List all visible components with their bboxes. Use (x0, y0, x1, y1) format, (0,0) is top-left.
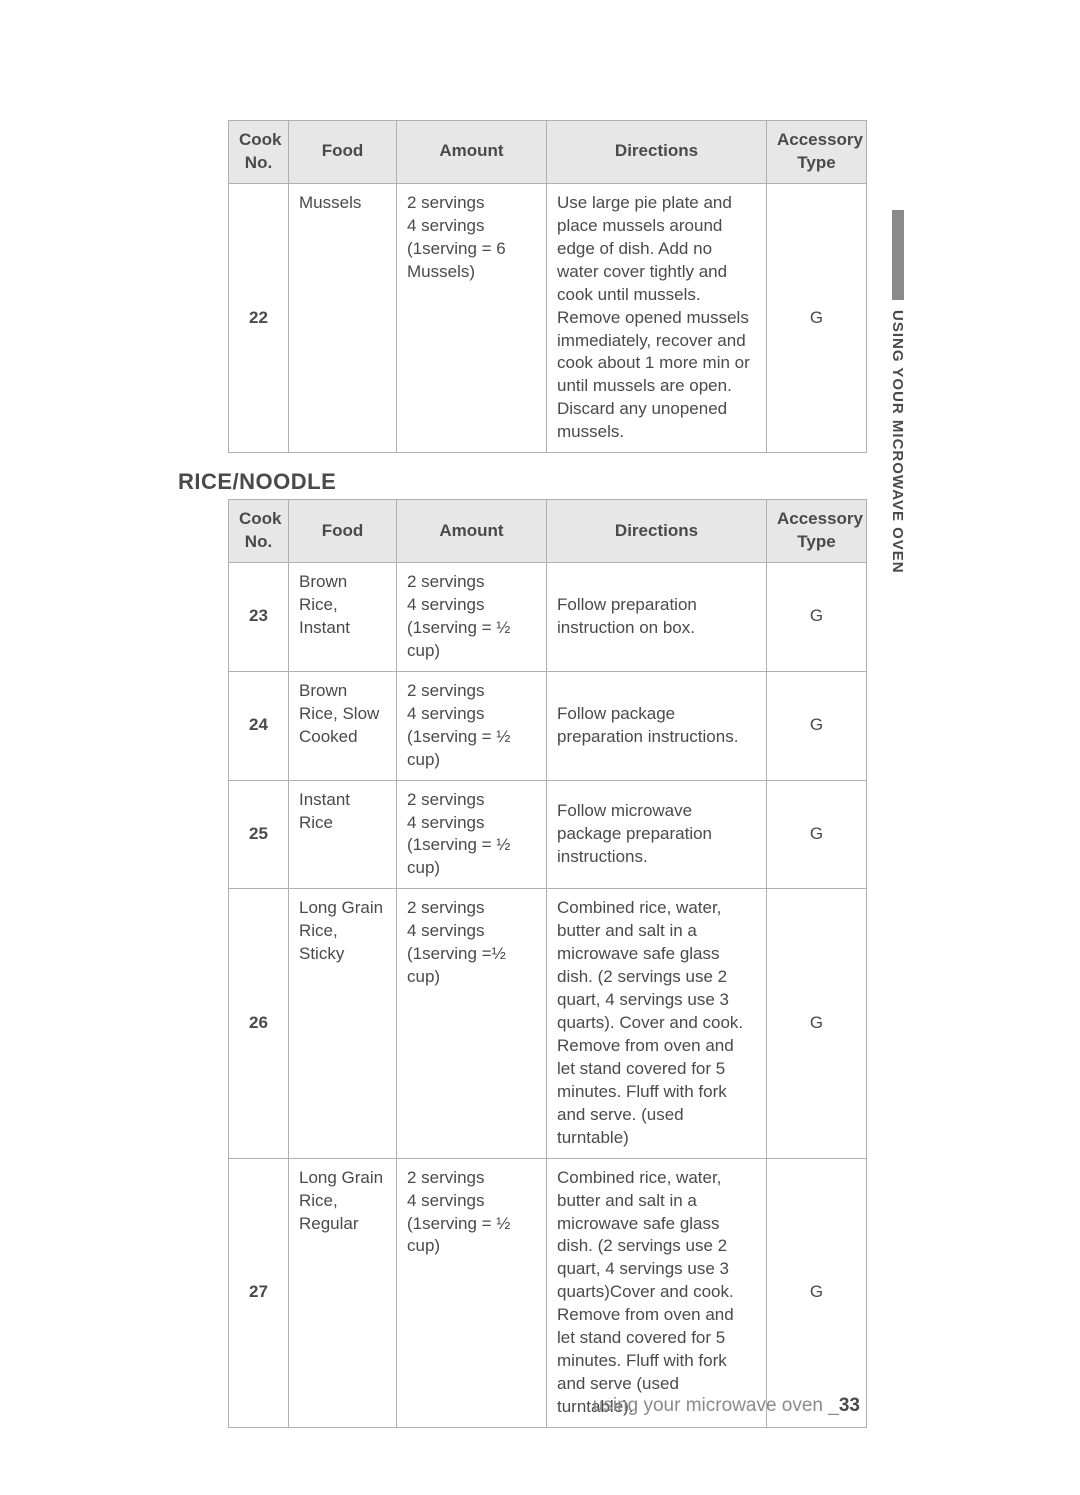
side-tab-label: USING YOUR MICROWAVE OVEN (889, 310, 906, 574)
cell-directions: Follow preparation instruction on box. (547, 563, 767, 672)
header-directions: Directions (547, 121, 767, 184)
cell-amount: 2 servings 4 servings (1serving =½ cup) (397, 889, 547, 1158)
cell-directions: Use large pie plate and place mussels ar… (547, 183, 767, 452)
cell-food: Mussels (289, 183, 397, 452)
table-row: 25 Instant Rice 2 servings 4 servings (1… (229, 780, 867, 889)
table-header-row: Cook No. Food Amount Directions Accessor… (229, 121, 867, 184)
header-directions: Directions (547, 500, 767, 563)
cell-directions: Combined rice, water, butter and salt in… (547, 889, 767, 1158)
table-row: 27 Long Grain Rice, Regular 2 servings 4… (229, 1158, 867, 1427)
table-row: 23 Brown Rice, Instant 2 servings 4 serv… (229, 563, 867, 672)
cell-amount: 2 servings 4 servings (1serving = ½ cup) (397, 671, 547, 780)
footer-text: using your microwave oven _ (593, 1395, 839, 1416)
cell-amount: 2 servings 4 servings (1serving = ½ cup) (397, 563, 547, 672)
header-cook-no: Cook No. (229, 500, 289, 563)
cell-cook-no: 22 (229, 183, 289, 452)
cell-cook-no: 26 (229, 889, 289, 1158)
header-cook-no: Cook No. (229, 121, 289, 184)
cell-accessory: G (767, 671, 867, 780)
cell-accessory: G (767, 183, 867, 452)
page-footer: using your microwave oven _33 (593, 1395, 860, 1417)
footer-page-number: 33 (839, 1395, 860, 1416)
cell-food: Long Grain Rice, Sticky (289, 889, 397, 1158)
content-area: Cook No. Food Amount Directions Accessor… (228, 120, 850, 1428)
table-row: 22 Mussels 2 servings 4 servings (1servi… (229, 183, 867, 452)
rice-noodle-table: Cook No. Food Amount Directions Accessor… (228, 499, 867, 1428)
cell-food: Brown Rice, Instant (289, 563, 397, 672)
cell-accessory: G (767, 563, 867, 672)
table-row: 24 Brown Rice, Slow Cooked 2 servings 4 … (229, 671, 867, 780)
cell-directions: Follow package preparation instructions. (547, 671, 767, 780)
cell-cook-no: 27 (229, 1158, 289, 1427)
cell-accessory: G (767, 780, 867, 889)
cell-directions: Follow microwave package preparation ins… (547, 780, 767, 889)
cell-food: Instant Rice (289, 780, 397, 889)
header-amount: Amount (397, 500, 547, 563)
cell-amount: 2 servings 4 servings (1serving = 6 Muss… (397, 183, 547, 452)
section-heading-rice-noodle: RICE/NOODLE (178, 469, 850, 495)
cell-cook-no: 25 (229, 780, 289, 889)
header-accessory: Accessory Type (767, 121, 867, 184)
cell-accessory: G (767, 889, 867, 1158)
cell-directions: Combined rice, water, butter and salt in… (547, 1158, 767, 1427)
cell-amount: 2 servings 4 servings (1serving = ½ cup) (397, 780, 547, 889)
cell-cook-no: 23 (229, 563, 289, 672)
table-row: 26 Long Grain Rice, Sticky 2 servings 4 … (229, 889, 867, 1158)
page: Cook No. Food Amount Directions Accessor… (0, 0, 1080, 1495)
cell-cook-no: 24 (229, 671, 289, 780)
header-amount: Amount (397, 121, 547, 184)
cell-food: Brown Rice, Slow Cooked (289, 671, 397, 780)
cell-food: Long Grain Rice, Regular (289, 1158, 397, 1427)
header-food: Food (289, 500, 397, 563)
cell-amount: 2 servings 4 servings (1serving = ½ cup) (397, 1158, 547, 1427)
cell-accessory: G (767, 1158, 867, 1427)
header-food: Food (289, 121, 397, 184)
table-header-row: Cook No. Food Amount Directions Accessor… (229, 500, 867, 563)
side-tab: USING YOUR MICROWAVE OVEN (876, 210, 904, 610)
side-tab-bar (892, 210, 904, 300)
header-accessory: Accessory Type (767, 500, 867, 563)
mussels-table: Cook No. Food Amount Directions Accessor… (228, 120, 867, 453)
